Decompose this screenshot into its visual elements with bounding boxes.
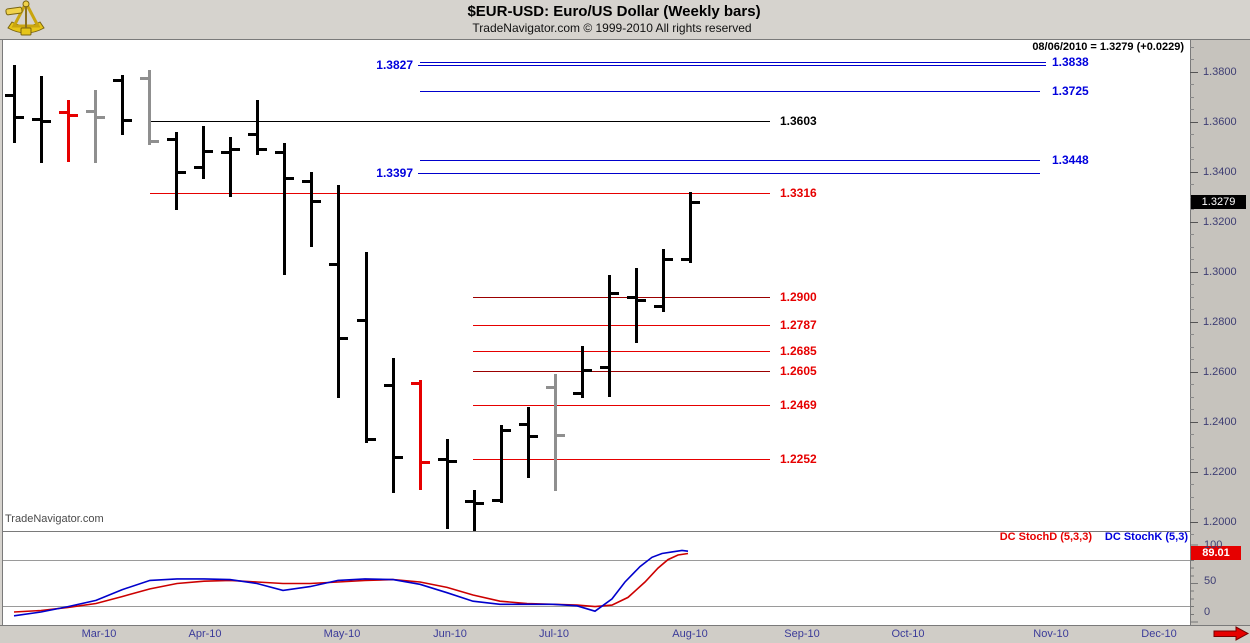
close-tick xyxy=(16,116,24,119)
stochd-curve xyxy=(13,552,689,613)
price-bar xyxy=(446,439,449,529)
price-bar xyxy=(256,100,259,155)
price-bar xyxy=(202,126,205,179)
close-tick xyxy=(151,140,159,143)
price-bar xyxy=(581,346,584,398)
close-tick xyxy=(449,460,457,463)
close-tick xyxy=(178,171,186,174)
price-bar xyxy=(40,76,43,163)
open-tick xyxy=(194,166,202,169)
open-tick xyxy=(600,366,608,369)
open-tick xyxy=(140,77,148,80)
close-tick xyxy=(286,177,294,180)
close-tick xyxy=(476,502,484,505)
close-tick xyxy=(557,434,565,437)
price-bar xyxy=(608,275,611,397)
close-tick xyxy=(611,292,619,295)
price-bar xyxy=(392,358,395,493)
open-tick xyxy=(248,133,256,136)
right-scroll-arrow[interactable] xyxy=(1213,626,1250,641)
close-tick xyxy=(665,258,673,261)
close-tick xyxy=(124,119,132,122)
open-tick xyxy=(221,151,229,154)
price-bar xyxy=(662,249,665,312)
price-bar xyxy=(175,132,178,210)
stochk-curve xyxy=(13,549,689,617)
close-tick xyxy=(503,429,511,432)
price-bar xyxy=(473,490,476,532)
price-bar xyxy=(283,143,286,275)
price-bar xyxy=(554,374,557,491)
close-tick xyxy=(395,456,403,459)
open-tick xyxy=(357,319,365,322)
close-tick xyxy=(43,120,51,123)
price-bar xyxy=(121,75,124,135)
price-bar xyxy=(337,185,340,398)
close-tick xyxy=(368,438,376,441)
time-axis-strip xyxy=(0,625,1250,643)
price-bar xyxy=(365,252,368,443)
price-bar xyxy=(229,137,232,197)
open-tick xyxy=(275,151,283,154)
close-tick xyxy=(638,299,646,302)
open-tick xyxy=(627,296,635,299)
open-tick xyxy=(492,499,500,502)
price-bar xyxy=(635,268,638,343)
open-tick xyxy=(5,94,13,97)
close-tick xyxy=(232,148,240,151)
close-tick xyxy=(70,114,78,117)
open-tick xyxy=(573,392,581,395)
price-bar xyxy=(419,380,422,490)
open-tick xyxy=(465,500,473,503)
close-tick xyxy=(422,461,430,464)
close-tick xyxy=(97,116,105,119)
close-tick xyxy=(313,200,321,203)
price-bar xyxy=(13,65,16,143)
price-bar xyxy=(500,425,503,503)
open-tick xyxy=(59,111,67,114)
close-tick xyxy=(584,369,592,372)
open-tick xyxy=(411,382,419,385)
open-tick xyxy=(329,263,337,266)
open-tick xyxy=(86,110,94,113)
open-tick xyxy=(681,258,689,261)
price-bar xyxy=(148,70,151,145)
close-tick xyxy=(530,435,538,438)
open-tick xyxy=(519,423,527,426)
close-tick xyxy=(692,201,700,204)
close-tick xyxy=(205,150,213,153)
stochastic-panel xyxy=(2,531,1190,625)
open-tick xyxy=(654,305,662,308)
price-panel xyxy=(2,39,1190,531)
open-tick xyxy=(546,386,554,389)
price-bar xyxy=(94,90,97,163)
open-tick xyxy=(384,384,392,387)
open-tick xyxy=(32,118,40,121)
close-tick xyxy=(340,337,348,340)
open-tick xyxy=(113,79,121,82)
open-tick xyxy=(438,458,446,461)
price-bar xyxy=(67,100,70,162)
price-bar xyxy=(310,172,313,247)
price-bar xyxy=(527,407,530,478)
price-axis-strip xyxy=(1190,39,1250,625)
open-tick xyxy=(167,138,175,141)
price-bar xyxy=(689,192,692,263)
open-tick xyxy=(302,180,310,183)
close-tick xyxy=(259,148,267,151)
